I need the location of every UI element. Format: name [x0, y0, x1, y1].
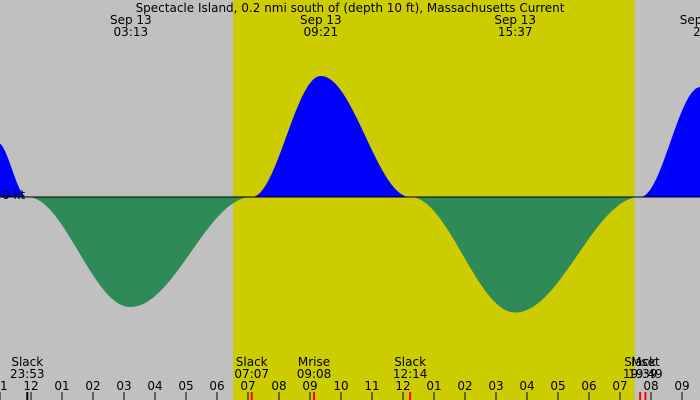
hour-tick-label: 03 [116, 379, 131, 393]
hour-tick-label: 10 [333, 379, 348, 393]
peak-date-label: Sep 13 [110, 13, 152, 27]
event-time-label: 09:08 [297, 367, 332, 381]
hour-tick-label: 05 [550, 379, 565, 393]
hour-tick-label: 08 [643, 379, 658, 393]
event-name-label: Slack [394, 355, 426, 369]
hour-tick-label: 04 [519, 379, 534, 393]
hour-tick-label: 06 [209, 379, 224, 393]
hour-tick-label: 12 [23, 379, 38, 393]
hour-tick-label: 01 [54, 379, 69, 393]
hour-tick-label: 01 [426, 379, 441, 393]
hour-tick-label: 03 [488, 379, 503, 393]
hour-tick-label: 02 [85, 379, 100, 393]
chart-title: Spectacle Island, 0.2 nmi south of (dept… [136, 1, 565, 15]
flood-area [0, 143, 28, 197]
peak-time-label: 03:13 [114, 25, 149, 39]
peak-date-label: Sep 13 [680, 13, 700, 27]
ebb-area [410, 197, 641, 313]
hour-tick-label: 04 [147, 379, 162, 393]
event-name-label: Slack [624, 355, 656, 369]
hour-tick-label: 11 [364, 379, 379, 393]
flood-area [640, 87, 700, 197]
event-time-label: 07:07 [234, 367, 269, 381]
event-time-label: 23:53 [10, 367, 45, 381]
event-time-label: 19:49 [628, 367, 663, 381]
event-name-label: Slack [236, 355, 268, 369]
hour-tick-label: 07 [240, 379, 255, 393]
ebb-area [27, 197, 252, 307]
event-name-label: Slack [11, 355, 43, 369]
peak-time-label: 09:21 [304, 25, 339, 39]
event-labels: Slack23:53Slack07:07Mrise09:08Slack12:14… [10, 355, 663, 400]
hour-tick-label: 02 [457, 379, 472, 393]
event-time-label: 12:14 [393, 367, 428, 381]
flood-area [251, 76, 411, 197]
event-name-label: Mrise [298, 355, 330, 369]
x-axis-ticks: 11 12 01 02 03 04 05 06 07 08 09 10 11 12 01 02 03 04 05 06… [0, 379, 690, 400]
peak-date-label: Sep 13 [494, 13, 536, 27]
hour-tick-label: 07 [612, 379, 627, 393]
hour-tick-label: 06 [581, 379, 596, 393]
hour-tick-label: 12 [395, 379, 410, 393]
event-time-label: 19:39 [623, 367, 658, 381]
peak-time-label: 15:37 [498, 25, 533, 39]
peak-time-label: 21 [693, 25, 700, 39]
current-areas [0, 76, 700, 313]
hour-tick-label: 09 [674, 379, 689, 393]
hour-tick-label: 09 [302, 379, 317, 393]
hour-tick-label: 05 [178, 379, 193, 393]
zero-label: 0 kt [2, 188, 25, 202]
event-name-label: Mset [631, 355, 660, 369]
peak-date-label: Sep 13 [300, 13, 342, 27]
hour-tick-label: 11 [0, 379, 8, 393]
hour-tick-label: 08 [271, 379, 286, 393]
